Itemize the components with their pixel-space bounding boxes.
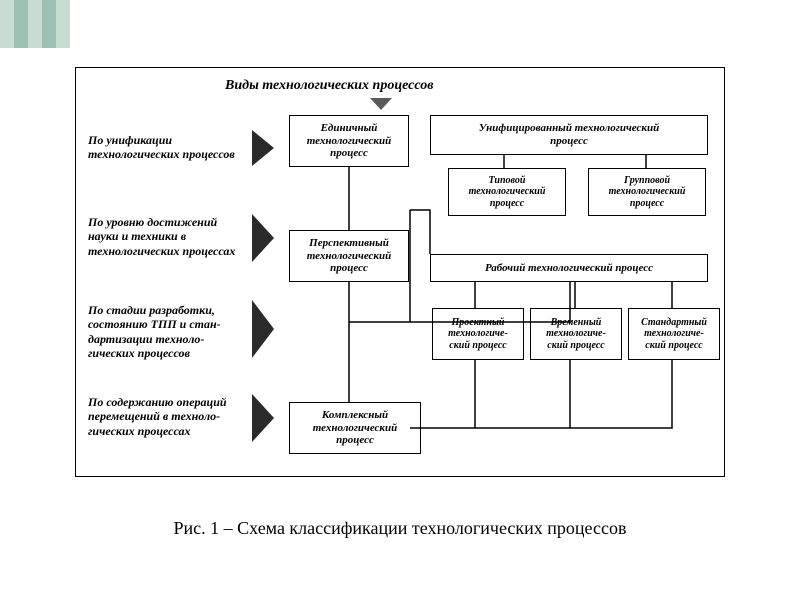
decorative-stripes <box>0 0 70 48</box>
p4-pointer-icon <box>252 394 274 442</box>
p1-pointer-icon <box>252 130 274 166</box>
lab1: По унификациитехнологических процессов <box>88 133 235 162</box>
b-unified: Унифицированный технологическийпроцесс <box>430 115 708 155</box>
b-complex: Комплексныйтехнологическийпроцесс <box>289 402 421 454</box>
down-triangle-icon <box>370 98 392 110</box>
diagram-title: Виды технологических процессов <box>225 78 434 94</box>
lab4: По содержанию операцийперемещений в техн… <box>88 395 227 438</box>
b-single: Единичныйтехнологическийпроцесс <box>289 115 409 167</box>
lab3: По стадии разработки,состоянию ТПП и ста… <box>88 303 221 361</box>
b-standard: Стандартныйтехнологиче-ский процесс <box>628 308 720 360</box>
b-working: Рабочий технологический процесс <box>430 254 708 282</box>
b-typical: Типовойтехнологическийпроцесс <box>448 168 566 216</box>
p3-pointer-icon <box>252 300 274 358</box>
figure-caption: Рис. 1 – Схема классификации технологиче… <box>0 518 800 539</box>
b-temp: Временныйтехнологиче-ский процесс <box>530 308 622 360</box>
b-group: Групповойтехнологическийпроцесс <box>588 168 706 216</box>
lab2: По уровню достиженийнауки и техники втех… <box>88 215 235 258</box>
b-persp: Перспективныйтехнологическийпроцесс <box>289 230 409 282</box>
b-project: Проектныйтехнологиче-ский процесс <box>432 308 524 360</box>
p2-pointer-icon <box>252 214 274 262</box>
